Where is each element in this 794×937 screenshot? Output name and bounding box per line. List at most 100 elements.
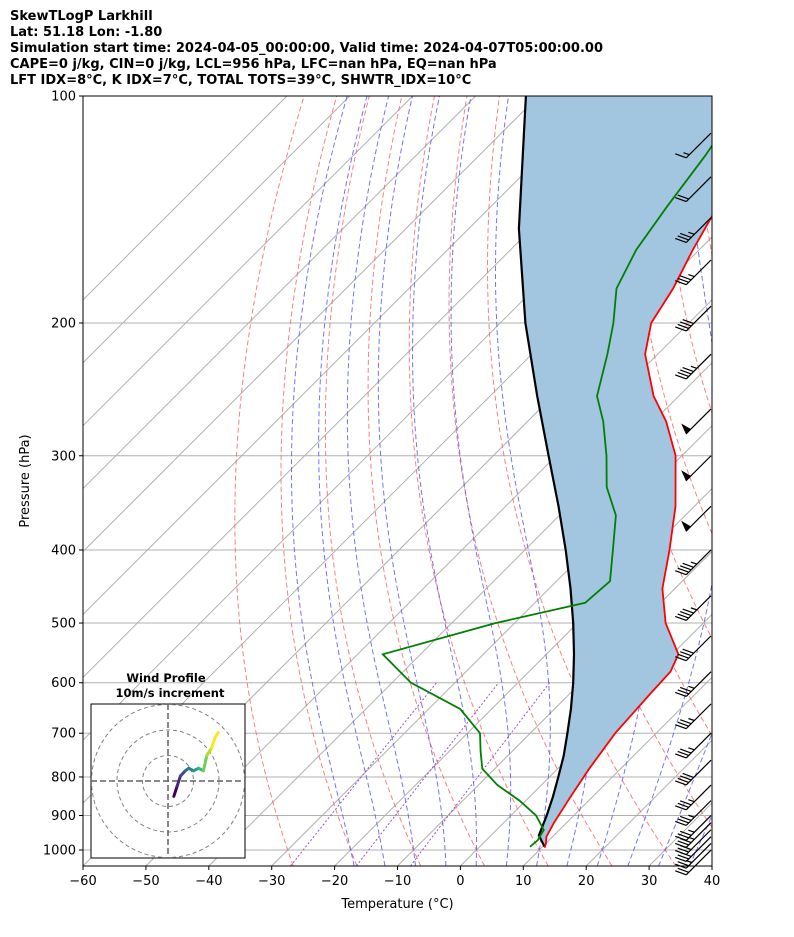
barb-full — [677, 613, 689, 619]
moist-adiabat — [291, 96, 355, 866]
inset-subtitle: 10m/s increment — [116, 686, 225, 700]
barb-full — [675, 570, 687, 576]
barb-half — [688, 814, 695, 818]
barb-full — [677, 653, 689, 659]
barb-half — [683, 152, 690, 156]
barb-staff — [685, 353, 712, 380]
barb-full — [682, 608, 694, 614]
barb-half — [688, 274, 695, 278]
wind-barb — [675, 549, 712, 576]
dry-adiabat — [728, 96, 794, 866]
hodo-segment — [205, 746, 214, 757]
moist-adiabat — [627, 96, 712, 866]
x-tick-label: −50 — [132, 874, 159, 889]
wind-barb — [675, 732, 712, 759]
isotherm-line — [83, 96, 351, 364]
hodo-segment — [175, 774, 182, 788]
wind-barb — [675, 353, 712, 380]
x-tick-label: −10 — [384, 874, 411, 889]
profile-lines — [381, 96, 712, 848]
dry-adiabat — [367, 96, 485, 866]
barb-full — [675, 326, 687, 332]
x-tick-label: −30 — [258, 874, 285, 889]
barb-full — [675, 780, 687, 786]
dry-adiabat — [408, 96, 549, 866]
barb-staff — [685, 800, 712, 826]
moist-adiabat — [412, 96, 477, 866]
barb-staff — [685, 849, 712, 876]
barb-staff — [685, 732, 712, 759]
barb-full — [679, 565, 692, 571]
wind-barb — [675, 849, 712, 876]
dry-adiabat — [234, 96, 305, 866]
barb-half — [688, 829, 695, 833]
dry-adiabat — [324, 96, 422, 866]
temperature-line — [543, 214, 712, 848]
barb-full — [677, 777, 689, 783]
barb-full — [677, 567, 689, 573]
barb-full — [675, 691, 687, 697]
barb-full — [675, 820, 687, 826]
barb-staff — [685, 784, 712, 811]
hodo-segment — [210, 736, 217, 750]
parcel-profile-line — [517, 96, 576, 848]
x-tick-label: 40 — [704, 874, 721, 889]
barb-full — [675, 856, 687, 862]
wind-barb — [681, 505, 712, 532]
barb-full — [679, 686, 692, 693]
barb-staff — [685, 305, 712, 332]
dry-adiabat — [760, 96, 794, 866]
barb-half — [688, 717, 695, 722]
x-tick-label: −60 — [69, 874, 96, 889]
barb-full — [679, 800, 692, 806]
barb-full — [677, 277, 689, 283]
wind-barb — [675, 815, 712, 841]
barb-staff — [685, 259, 712, 286]
wind-profile-inset: Wind Profile 10m/s increment — [90, 671, 246, 859]
barb-staff — [685, 671, 712, 697]
isotherm-line — [334, 487, 712, 866]
barb-full — [677, 750, 689, 757]
parcel-area-fill — [518, 96, 712, 847]
barb-full — [677, 867, 689, 873]
wind-barb — [675, 759, 712, 786]
moist-adiabat — [318, 96, 386, 866]
hodo-segment — [213, 731, 220, 740]
barb-full — [675, 153, 687, 159]
isotherm-line — [83, 96, 602, 616]
isotherm-line — [83, 96, 476, 490]
barb-staff — [685, 595, 712, 621]
barb-full — [675, 724, 687, 730]
y-tick-label: 200 — [51, 316, 76, 331]
barb-half — [688, 747, 695, 751]
barb-full — [677, 371, 689, 378]
barb-full — [682, 772, 694, 779]
barb-staff — [685, 842, 712, 869]
dry-adiabat — [280, 96, 358, 866]
wind-barb — [675, 671, 712, 697]
barb-full — [677, 194, 689, 200]
axes: −60 −50 −40 −30 −20 −10 0 10 20 30 40 1000 900 800 700… — [43, 90, 720, 890]
barb-full — [677, 833, 689, 839]
barb-flag — [681, 520, 692, 532]
y-tick-label: 700 — [51, 727, 76, 742]
y-tick-label: 900 — [51, 809, 76, 824]
wind-barb — [675, 784, 712, 811]
isotherm-line — [83, 96, 414, 427]
x-tick-label: 30 — [641, 874, 658, 889]
isotherm-line — [83, 96, 288, 301]
chart-times: Simulation start time: 2024-04-05_00:00:… — [10, 41, 603, 56]
wind-barb — [675, 305, 712, 332]
hodo-segment — [172, 784, 179, 798]
chart-location: Lat: 51.18 Lon: -1.80 — [10, 25, 163, 40]
barb-full — [679, 748, 692, 754]
isotherm-line — [711, 865, 712, 866]
barb-full — [679, 232, 692, 239]
y-tick-label: 400 — [51, 543, 76, 558]
barb-full — [677, 721, 689, 727]
barb-full — [675, 753, 687, 759]
chart-title: SkewTLogP Larkhill — [10, 9, 153, 24]
barb-full — [677, 689, 689, 695]
wind-barb — [675, 259, 712, 286]
isotherm-line — [397, 550, 712, 866]
